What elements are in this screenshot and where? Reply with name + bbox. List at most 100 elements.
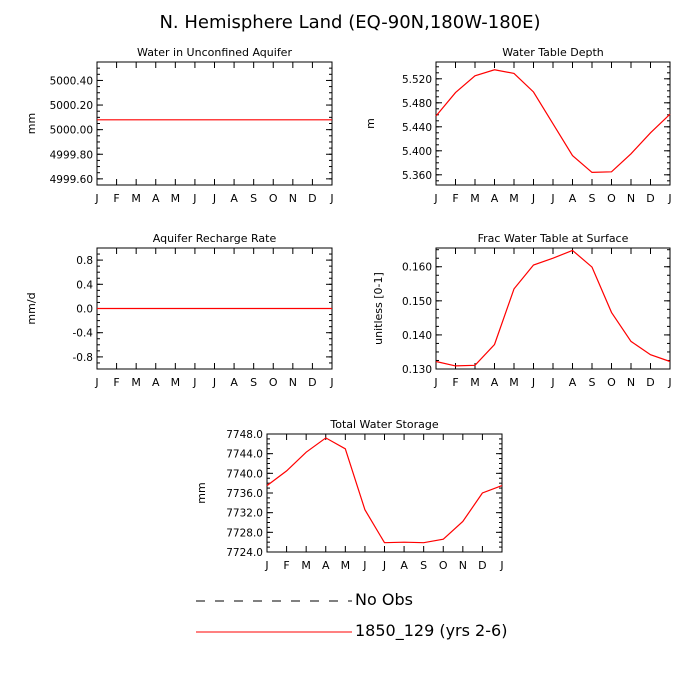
panel-title: Aquifer Recharge Rate xyxy=(153,232,277,245)
y-tick-label: -0.4 xyxy=(73,328,94,340)
x-tick-label: F xyxy=(452,376,458,389)
x-tick-label: A xyxy=(152,192,160,205)
y-axis-label: mm/d xyxy=(25,292,38,324)
x-tick-label: O xyxy=(607,376,616,389)
y-tick-label: 7732.0 xyxy=(226,508,263,520)
y-tick-label: 0.8 xyxy=(76,255,93,267)
y-tick-label: 7740.0 xyxy=(226,468,263,480)
x-tick-label: J xyxy=(192,192,196,205)
x-tick-label: O xyxy=(607,192,616,205)
x-tick-label: N xyxy=(627,376,635,389)
x-tick-label: M xyxy=(131,376,141,389)
y-tick-label: 0.130 xyxy=(402,364,432,376)
plot-frame xyxy=(435,247,671,370)
plot-frame xyxy=(266,433,503,553)
panel-title: Total Water Storage xyxy=(329,418,438,431)
x-tick-label: M xyxy=(171,192,181,205)
y-tick-label: 5000.20 xyxy=(50,100,93,112)
y-tick-label: 7736.0 xyxy=(226,488,263,500)
chart-panel-5: Total Water Storage 7724.0 7728.0 7732.0 773… xyxy=(195,418,504,572)
x-tick-label: J xyxy=(264,559,268,572)
x-tick-label: J xyxy=(667,192,671,205)
y-tick-label: 7728.0 xyxy=(226,527,263,539)
y-tick-label: 5.360 xyxy=(402,170,432,182)
x-tick-label: J xyxy=(329,192,333,205)
y-tick-label: 5.400 xyxy=(402,146,432,158)
x-tick-label: J xyxy=(667,376,671,389)
x-tick-label: A xyxy=(569,376,577,389)
x-tick-label: J xyxy=(329,376,333,389)
x-tick-label: D xyxy=(478,559,486,572)
y-tick-label: 0.0 xyxy=(76,304,93,316)
x-tick-label: J xyxy=(531,192,535,205)
x-tick-label: S xyxy=(250,376,257,389)
x-tick-label: D xyxy=(646,376,654,389)
y-axis-label: unitless [0-1] xyxy=(372,272,385,345)
chart-panel-4: Frac Water Table at Surface 0.130 0.140 0.1… xyxy=(372,232,672,389)
y-tick-label: 7748.0 xyxy=(226,429,263,441)
x-tick-label: J xyxy=(433,192,437,205)
y-tick-label: 5.520 xyxy=(402,74,432,86)
x-tick-label: N xyxy=(627,192,635,205)
y-tick-label: 4999.80 xyxy=(50,149,93,161)
legend-no-obs-line xyxy=(196,600,352,602)
x-tick-label: A xyxy=(230,192,238,205)
y-tick-label: 5.480 xyxy=(402,98,432,110)
x-tick-label: S xyxy=(420,559,427,572)
y-axis-label: mm xyxy=(195,482,208,503)
y-tick-label: 5000.40 xyxy=(50,75,93,87)
x-tick-label: N xyxy=(289,192,297,205)
x-tick-label: F xyxy=(283,559,289,572)
x-tick-label: S xyxy=(589,192,596,205)
y-tick-label: 5000.00 xyxy=(50,125,93,137)
x-tick-label: D xyxy=(308,192,316,205)
x-tick-label: A xyxy=(230,376,238,389)
x-tick-label: D xyxy=(308,376,316,389)
x-tick-label: A xyxy=(152,376,160,389)
x-tick-label: O xyxy=(439,559,448,572)
panel-title: Water Table Depth xyxy=(502,46,603,59)
x-tick-label: A xyxy=(400,559,408,572)
x-tick-label: A xyxy=(491,192,499,205)
legend-no-obs-label: No Obs xyxy=(355,590,413,609)
series-line-1 xyxy=(435,249,671,367)
y-tick-label: 0.160 xyxy=(402,262,432,274)
x-tick-label: N xyxy=(289,376,297,389)
x-tick-label: S xyxy=(589,376,596,389)
x-tick-label: J xyxy=(550,192,554,205)
x-tick-label: M xyxy=(509,376,519,389)
x-tick-label: A xyxy=(491,376,499,389)
y-tick-label: 5.440 xyxy=(402,122,432,134)
x-tick-label: J xyxy=(192,376,196,389)
x-tick-label: S xyxy=(250,192,257,205)
x-tick-label: M xyxy=(341,559,351,572)
panel-title: Frac Water Table at Surface xyxy=(478,232,629,245)
x-tick-label: D xyxy=(646,192,654,205)
legend-series-line xyxy=(196,631,352,633)
x-tick-label: M xyxy=(131,192,141,205)
chart-panel-3: Aquifer Recharge Rate -0.8 -0.4 0.0 0.4 0.8 mm… xyxy=(25,232,334,389)
y-tick-label: 0.4 xyxy=(76,279,93,291)
x-tick-label: J xyxy=(212,376,216,389)
x-tick-label: J xyxy=(433,376,437,389)
x-tick-label: O xyxy=(269,376,278,389)
plot-frame xyxy=(96,61,333,186)
page-title: N. Hemisphere Land (EQ-90N,180W-180E) xyxy=(159,12,541,33)
x-tick-label: N xyxy=(459,559,467,572)
x-tick-label: O xyxy=(269,192,278,205)
y-axis-label: m xyxy=(364,118,377,129)
y-tick-label: 0.150 xyxy=(402,296,432,308)
legend-series-label: 1850_129 (yrs 2-6) xyxy=(355,621,508,640)
x-tick-label: J xyxy=(94,376,98,389)
x-tick-label: M xyxy=(470,192,480,205)
x-tick-label: M xyxy=(171,376,181,389)
x-tick-label: A xyxy=(569,192,577,205)
x-tick-label: J xyxy=(550,376,554,389)
x-tick-label: J xyxy=(362,559,366,572)
x-tick-label: F xyxy=(113,376,119,389)
x-tick-label: M xyxy=(301,559,311,572)
x-tick-label: J xyxy=(212,192,216,205)
chart-panel-1: Water in Unconfined Aquifer 4999.60 4999.8… xyxy=(25,46,334,205)
x-tick-label: A xyxy=(322,559,330,572)
